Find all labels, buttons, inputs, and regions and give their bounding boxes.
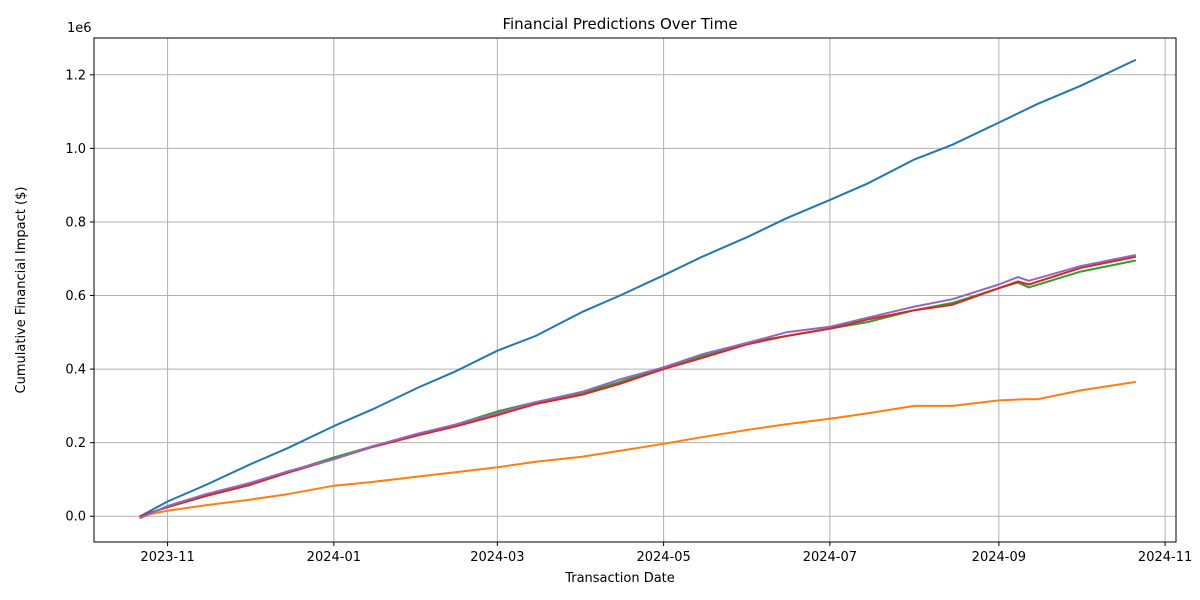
y-tick-label: 0.4 xyxy=(65,363,86,378)
series-line-2 xyxy=(139,381,1137,518)
x-tick-label: 2024-09 xyxy=(972,550,1026,565)
y-offset-label: 1e6 xyxy=(67,21,92,36)
plot-frame xyxy=(93,37,1177,543)
y-tick-label: 0.0 xyxy=(65,510,86,525)
x-tick-label: 2024-07 xyxy=(803,550,857,565)
x-axis-label: Transaction Date xyxy=(564,571,675,586)
y-tick-label: 0.8 xyxy=(65,215,86,230)
x-tick-label: 2024-03 xyxy=(470,550,524,565)
y-axis-label: Cumulative Financial Impact ($) xyxy=(14,187,29,394)
x-tick-label: 2024-05 xyxy=(636,550,690,565)
y-tick-label: 0.6 xyxy=(65,289,86,304)
x-axis: 2023-11 2024-01 2024-03 2024-05 2024-07 2024-… xyxy=(140,542,1192,565)
y-tick-label: 1.0 xyxy=(65,142,86,157)
y-tick-label: 1.2 xyxy=(65,68,86,83)
series-line-4 xyxy=(139,255,1137,518)
series-line-5 xyxy=(139,254,1137,520)
chart-title: Financial Predictions Over Time xyxy=(502,15,737,33)
y-axis: 0.0 0.2 0.4 0.6 0.8 1.0 1.2 xyxy=(65,68,94,525)
x-tick-label: 2024-11 xyxy=(1138,550,1192,565)
series-line-1 xyxy=(139,59,1137,518)
x-tick-label: 2023-11 xyxy=(140,550,194,565)
x-tick-label: 2024-01 xyxy=(307,550,361,565)
y-tick-label: 0.2 xyxy=(65,436,86,451)
series-lines xyxy=(139,59,1137,520)
